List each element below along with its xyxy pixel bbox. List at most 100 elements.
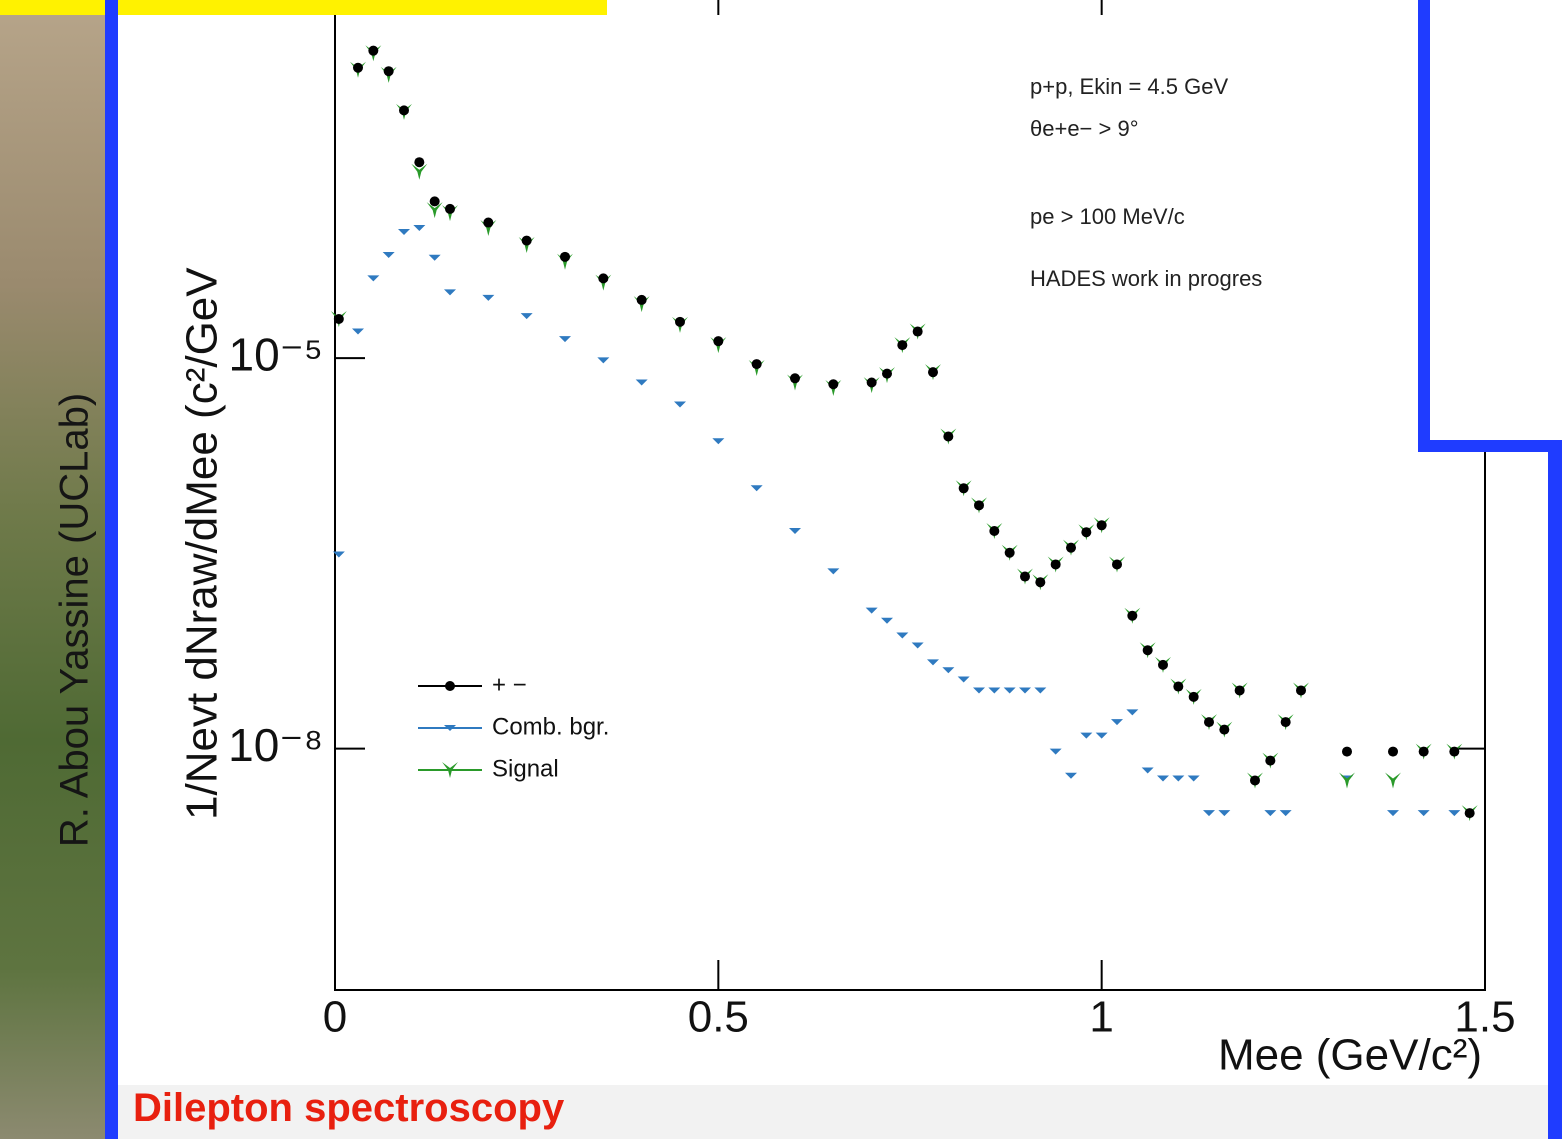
data-point bbox=[1250, 775, 1260, 786]
annotation: p+p, Ekin = 4.5 GeV bbox=[1030, 74, 1228, 99]
data-point bbox=[1187, 775, 1200, 782]
legend-marker bbox=[442, 762, 458, 778]
data-point bbox=[1126, 709, 1139, 716]
data-point bbox=[444, 289, 456, 296]
data-point bbox=[1417, 810, 1430, 817]
data-point bbox=[896, 632, 909, 639]
data-point bbox=[1095, 732, 1108, 739]
data-point bbox=[1065, 772, 1077, 779]
data-point bbox=[1050, 559, 1061, 570]
data-point bbox=[559, 336, 571, 343]
data-point bbox=[943, 431, 954, 442]
legend-label: + − bbox=[492, 671, 527, 698]
data-point bbox=[560, 251, 570, 262]
data-point bbox=[482, 294, 495, 301]
data-point bbox=[1035, 577, 1046, 588]
data-point bbox=[713, 336, 724, 347]
data-point bbox=[1111, 719, 1123, 726]
data-point bbox=[958, 483, 969, 494]
data-point bbox=[865, 607, 878, 614]
y-axis-label: 1/Nevt dNraw/dMee (c²/GeV bbox=[178, 267, 227, 820]
x-axis-label: Mee (GeV/c²) bbox=[1218, 1031, 1482, 1080]
data-point bbox=[957, 676, 970, 683]
data-point bbox=[332, 551, 345, 558]
data-point bbox=[1158, 659, 1168, 670]
legend-marker bbox=[445, 681, 455, 691]
data-point bbox=[1387, 810, 1399, 817]
data-point bbox=[751, 359, 762, 370]
data-point bbox=[635, 379, 648, 386]
legend-label: Comb. bgr. bbox=[492, 713, 609, 740]
annotation: θe+e− > 9° bbox=[1030, 116, 1139, 141]
data-point bbox=[1127, 610, 1138, 621]
data-point bbox=[1188, 691, 1199, 702]
data-point bbox=[414, 157, 425, 168]
data-point bbox=[398, 229, 410, 236]
data-point bbox=[942, 667, 955, 674]
data-point bbox=[1203, 810, 1215, 817]
data-point bbox=[789, 527, 801, 534]
data-point bbox=[399, 105, 409, 116]
data-point bbox=[520, 313, 533, 320]
data-point bbox=[1020, 571, 1030, 582]
x-tick-label: 1.5 bbox=[1454, 993, 1515, 1042]
data-point bbox=[675, 316, 685, 327]
data-point bbox=[333, 313, 344, 324]
y-tick-label: 10⁻⁵ bbox=[228, 328, 323, 380]
data-point bbox=[712, 438, 725, 445]
data-point bbox=[1173, 681, 1184, 692]
data-point bbox=[1219, 724, 1230, 735]
slide-caption: Dilepton spectroscopy bbox=[133, 1086, 565, 1130]
frame-bar bbox=[105, 0, 118, 1139]
data-point bbox=[1264, 810, 1277, 817]
data-point bbox=[974, 500, 984, 511]
data-point bbox=[368, 45, 379, 56]
data-point bbox=[897, 340, 908, 351]
data-point bbox=[1142, 645, 1153, 656]
data-point bbox=[881, 617, 893, 624]
data-point bbox=[882, 368, 892, 379]
data-point bbox=[790, 373, 800, 384]
data-point bbox=[426, 202, 443, 219]
x-tick-label: 0.5 bbox=[688, 993, 749, 1042]
data-point bbox=[598, 273, 609, 284]
data-point bbox=[1172, 775, 1185, 782]
data-point bbox=[521, 235, 532, 246]
highlight-box bbox=[0, 0, 607, 15]
legend-marker bbox=[444, 725, 456, 731]
data-point bbox=[597, 357, 610, 364]
data-point bbox=[1141, 767, 1154, 774]
data-point bbox=[912, 326, 923, 337]
data-point bbox=[367, 275, 380, 282]
data-point bbox=[353, 62, 363, 73]
data-point bbox=[1081, 527, 1092, 538]
data-point bbox=[928, 367, 938, 378]
data-point bbox=[1449, 746, 1460, 757]
data-point bbox=[1096, 520, 1107, 531]
data-point bbox=[988, 687, 1001, 694]
data-point bbox=[636, 294, 647, 305]
data-point bbox=[445, 203, 455, 214]
author-credit: R. Abou Yassine (UCLab) bbox=[52, 392, 97, 848]
data-point bbox=[1080, 732, 1093, 739]
data-point bbox=[1034, 687, 1047, 694]
annotation: HADES work in progres bbox=[1030, 266, 1262, 291]
data-point bbox=[1464, 808, 1475, 819]
data-point bbox=[383, 66, 394, 77]
data-point bbox=[674, 401, 686, 408]
data-point bbox=[1004, 547, 1015, 558]
data-point bbox=[352, 328, 364, 335]
data-point bbox=[989, 525, 1000, 536]
frame-bar bbox=[1548, 440, 1562, 1139]
data-point bbox=[1448, 810, 1461, 817]
data-point bbox=[866, 377, 877, 388]
data-point bbox=[1279, 810, 1292, 817]
data-point bbox=[1265, 755, 1276, 766]
data-point bbox=[1003, 687, 1016, 694]
chart: 0 0.5 1 1.5 10⁻⁵ 10⁻⁸ Mee (GeV/c²) 1/Nevt dNraw… bbox=[178, 0, 1516, 1080]
data-point bbox=[927, 659, 939, 666]
annotation: pe > 100 MeV/c bbox=[1030, 204, 1185, 229]
data-point bbox=[1280, 717, 1291, 728]
data-point bbox=[911, 642, 924, 649]
footer-band bbox=[118, 1085, 1548, 1139]
